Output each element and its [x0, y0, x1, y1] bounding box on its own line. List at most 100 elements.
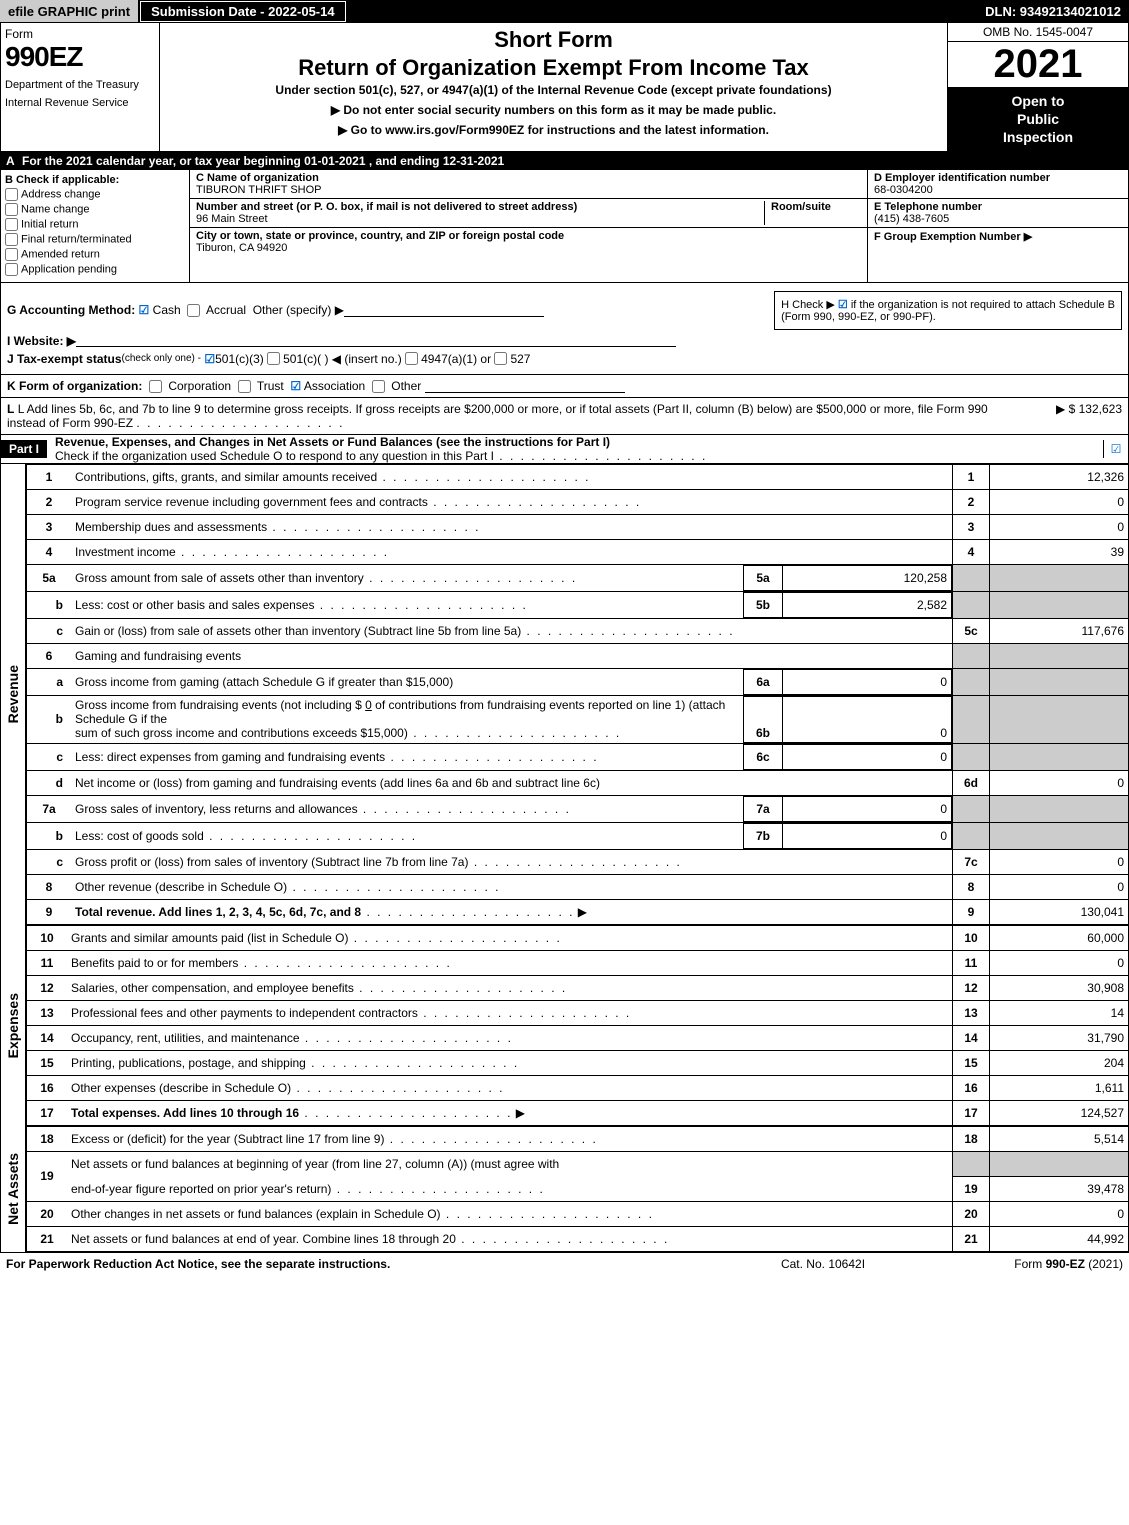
street-row: Number and street (or P. O. box, if mail… — [190, 199, 867, 228]
form-word: Form — [5, 27, 155, 41]
open-line3: Inspection — [1003, 129, 1073, 145]
j-note: (check only one) - — [122, 353, 201, 364]
ssn-warning: ▶ Do not enter social security numbers o… — [168, 103, 939, 117]
netassets-label: Net Assets — [5, 1153, 21, 1225]
j-row: J Tax-exempt status (check only one) - ☑… — [7, 352, 1122, 366]
line-6c: cLess: direct expenses from gaming and f… — [27, 743, 1129, 770]
ein-row: D Employer identification number 68-0304… — [868, 170, 1128, 199]
expenses-table: 10Grants and similar amounts paid (list … — [26, 925, 1129, 1126]
b-head: B Check if applicable: — [5, 174, 185, 186]
line-5a: 5aGross amount from sale of assets other… — [27, 564, 1129, 591]
top-bar: efile GRAPHIC print Submission Date - 20… — [0, 0, 1129, 22]
chk-initial-return[interactable]: Initial return — [5, 218, 185, 231]
part1-row: Part I Revenue, Expenses, and Changes in… — [0, 435, 1129, 464]
header-left: Form 990EZ Department of the Treasury In… — [1, 23, 160, 151]
irs-link[interactable]: www.irs.gov/Form990EZ — [385, 123, 524, 137]
line-7c: cGross profit or (loss) from sales of in… — [27, 849, 1129, 874]
efile-print-button[interactable]: efile GRAPHIC print — [0, 0, 138, 22]
j-4947-checkbox[interactable] — [405, 352, 418, 365]
k-other-blank[interactable] — [425, 380, 625, 393]
j-opt3: 4947(a)(1) or — [421, 352, 491, 366]
dln: DLN: 93492134021012 — [977, 2, 1129, 21]
ein-val: 68-0304200 — [874, 184, 1122, 196]
cash-check-icon: ☑ — [139, 303, 150, 317]
line-7a: 7aGross sales of inventory, less returns… — [27, 795, 1129, 822]
street-val: 96 Main Street — [196, 213, 758, 225]
header-right: OMB No. 1545-0047 2021 Open to Public In… — [948, 23, 1128, 151]
line-15: 15Printing, publications, postage, and s… — [27, 1050, 1129, 1075]
revenue-section: Revenue 1Contributions, gifts, grants, a… — [0, 464, 1129, 925]
l-amount: ▶ $ 132,623 — [1002, 402, 1122, 430]
h-text1: H Check ▶ — [781, 299, 835, 311]
j-label: J Tax-exempt status — [7, 352, 122, 366]
label-a: A — [6, 154, 15, 168]
phone-row: E Telephone number (415) 438-7605 — [868, 199, 1128, 228]
accrual-checkbox[interactable] — [187, 304, 200, 317]
chk-address-change[interactable]: Address change — [5, 188, 185, 201]
j-opt1: 501(c)(3) — [215, 352, 264, 366]
k-row: K Form of organization: Corporation Trus… — [0, 375, 1129, 398]
d-label: D Employer identification number — [874, 172, 1122, 184]
chk-name-change[interactable]: Name change — [5, 203, 185, 216]
j-501c-checkbox[interactable] — [267, 352, 280, 365]
org-name: TIBURON THRIFT SHOP — [196, 184, 861, 196]
k-other-checkbox[interactable] — [372, 380, 385, 393]
part1-title: Revenue, Expenses, and Changes in Net As… — [55, 435, 610, 449]
chk-pending[interactable]: Application pending — [5, 263, 185, 276]
city-label: City or town, state or province, country… — [196, 230, 861, 242]
footer-left: For Paperwork Reduction Act Notice, see … — [6, 1257, 723, 1271]
under-section: Under section 501(c), 527, or 4947(a)(1)… — [168, 83, 939, 97]
header-center: Short Form Return of Organization Exempt… — [160, 23, 948, 151]
open-line2: Public — [1017, 111, 1059, 127]
line-1: 1Contributions, gifts, grants, and simil… — [27, 464, 1129, 489]
line-21: 21Net assets or fund balances at end of … — [27, 1226, 1129, 1251]
line-19b: end-of-year figure reported on prior yea… — [27, 1176, 1129, 1201]
tax-year: 2021 — [948, 42, 1128, 88]
form-number: 990EZ — [5, 41, 155, 73]
open-line1: Open to — [1012, 93, 1065, 109]
part1-check-note: Check if the organization used Schedule … — [55, 449, 494, 463]
j-501c3-check-icon: ☑ — [204, 352, 215, 366]
info-grid: B Check if applicable: Address change Na… — [0, 170, 1129, 283]
line-10: 10Grants and similar amounts paid (list … — [27, 925, 1129, 950]
dept-irs: Internal Revenue Service — [5, 97, 155, 109]
main-title: Return of Organization Exempt From Incom… — [168, 55, 939, 81]
website-blank[interactable] — [76, 334, 676, 347]
footer-catno: Cat. No. 10642I — [723, 1257, 923, 1271]
line-18: 18Excess or (deficit) for the year (Subt… — [27, 1126, 1129, 1151]
section-a-text: For the 2021 calendar year, or tax year … — [22, 154, 504, 168]
group-exemption-row: F Group Exemption Number ▶ — [868, 228, 1128, 245]
j-opt4: 527 — [510, 352, 530, 366]
line-20: 20Other changes in net assets or fund ba… — [27, 1201, 1129, 1226]
line-12: 12Salaries, other compensation, and empl… — [27, 975, 1129, 1000]
col-b: B Check if applicable: Address change Na… — [1, 170, 190, 282]
e-label: E Telephone number — [874, 201, 1122, 213]
dept-treasury: Department of the Treasury — [5, 79, 155, 91]
h-check-icon: ☑ — [838, 299, 848, 311]
netassets-table: 18Excess or (deficit) for the year (Subt… — [26, 1126, 1129, 1252]
chk-amended[interactable]: Amended return — [5, 248, 185, 261]
line-17: 17Total expenses. Add lines 10 through 1… — [27, 1100, 1129, 1125]
line-2: 2Program service revenue including gover… — [27, 489, 1129, 514]
revenue-table: 1Contributions, gifts, grants, and simil… — [26, 464, 1129, 925]
goto-pre: ▶ Go to — [338, 123, 385, 137]
l-text: L L Add lines 5b, 6c, and 7b to line 9 t… — [7, 402, 1002, 430]
netassets-section: Net Assets 18Excess or (deficit) for the… — [0, 1126, 1129, 1252]
section-a: A For the 2021 calendar year, or tax yea… — [0, 152, 1129, 170]
phone-val: (415) 438-7605 — [874, 213, 1122, 225]
g-other-blank[interactable] — [344, 304, 544, 317]
omb-number: OMB No. 1545-0047 — [948, 23, 1128, 42]
h-text2: if the organization is not required to a… — [851, 299, 1115, 311]
k-corp: Corporation — [168, 379, 231, 393]
line-6: 6Gaming and fundraising events — [27, 643, 1129, 668]
k-trust-checkbox[interactable] — [238, 380, 251, 393]
chk-final-return[interactable]: Final return/terminated — [5, 233, 185, 246]
org-name-row: C Name of organization TIBURON THRIFT SH… — [190, 170, 867, 199]
city-row: City or town, state or province, country… — [190, 228, 867, 256]
part1-schedule-o-check[interactable]: ☑ — [1103, 440, 1128, 458]
k-corp-checkbox[interactable] — [149, 380, 162, 393]
line-16: 16Other expenses (describe in Schedule O… — [27, 1075, 1129, 1100]
line-5b: bLess: cost or other basis and sales exp… — [27, 591, 1129, 618]
h-box: H Check ▶ ☑ if the organization is not r… — [774, 291, 1122, 330]
j-527-checkbox[interactable] — [494, 352, 507, 365]
